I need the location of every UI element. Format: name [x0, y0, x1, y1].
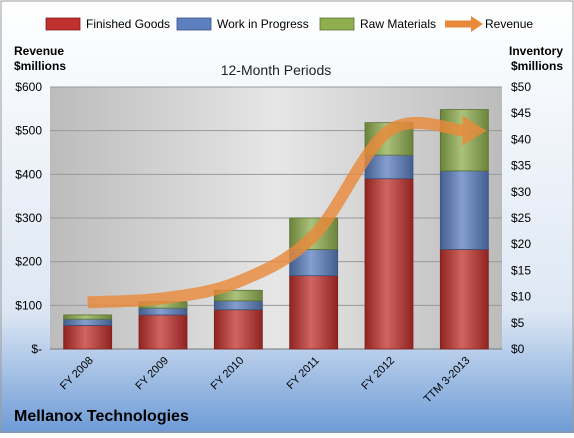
right-axis-tick-label: $35	[511, 159, 531, 173]
legend-swatch	[320, 18, 354, 30]
bar-work-in-progress	[214, 301, 262, 310]
bar-work-in-progress	[139, 308, 187, 315]
left-axis-tick-label: $600	[15, 80, 42, 94]
legend-swatch	[46, 18, 80, 30]
right-axis-label-line1: Inventory	[509, 44, 563, 58]
right-axis-tick-label: $10	[511, 290, 531, 304]
left-axis-tick-label: $200	[15, 255, 42, 269]
bar-finished-goods	[365, 179, 413, 349]
bar-finished-goods	[139, 315, 187, 349]
legend-label: Work in Progress	[217, 17, 309, 31]
bar-finished-goods	[64, 325, 112, 349]
bar-work-in-progress	[365, 155, 413, 179]
legend-label: Finished Goods	[86, 17, 170, 31]
left-axis-label-line1: Revenue	[14, 44, 64, 58]
left-axis-tick-label: $100	[15, 298, 42, 312]
bar-finished-goods	[290, 276, 338, 349]
right-axis-tick-label: $50	[511, 80, 531, 94]
legend-swatch	[177, 18, 211, 30]
right-axis-tick-label: $40	[511, 132, 531, 146]
right-axis-tick-label: $30	[511, 185, 531, 199]
right-axis-tick-label: $0	[511, 342, 525, 356]
left-axis-tick-label: $-	[31, 342, 42, 356]
bar-work-in-progress	[64, 319, 112, 325]
chart-title: 12-Month Periods	[221, 62, 332, 78]
right-axis-tick-label: $25	[511, 211, 531, 225]
bar-finished-goods	[214, 310, 262, 349]
legend-label: Raw Materials	[360, 17, 436, 31]
left-axis-tick-label: $400	[15, 167, 42, 181]
bar-raw-materials	[64, 315, 112, 319]
right-axis-label-line2: $millions	[511, 59, 563, 73]
right-axis-tick-label: $5	[511, 316, 525, 330]
left-axis-label-line2: $millions	[14, 59, 66, 73]
right-axis-tick-label: $45	[511, 106, 531, 120]
company-name: Mellanox Technologies	[14, 408, 189, 425]
right-axis-tick-label: $15	[511, 263, 531, 277]
left-axis-tick-label: $300	[15, 211, 42, 225]
legend-label: Revenue	[485, 17, 533, 31]
bar-finished-goods	[440, 249, 488, 349]
bar-work-in-progress	[440, 171, 488, 250]
left-axis-tick-label: $500	[15, 124, 42, 138]
right-axis-tick-label: $20	[511, 237, 531, 251]
